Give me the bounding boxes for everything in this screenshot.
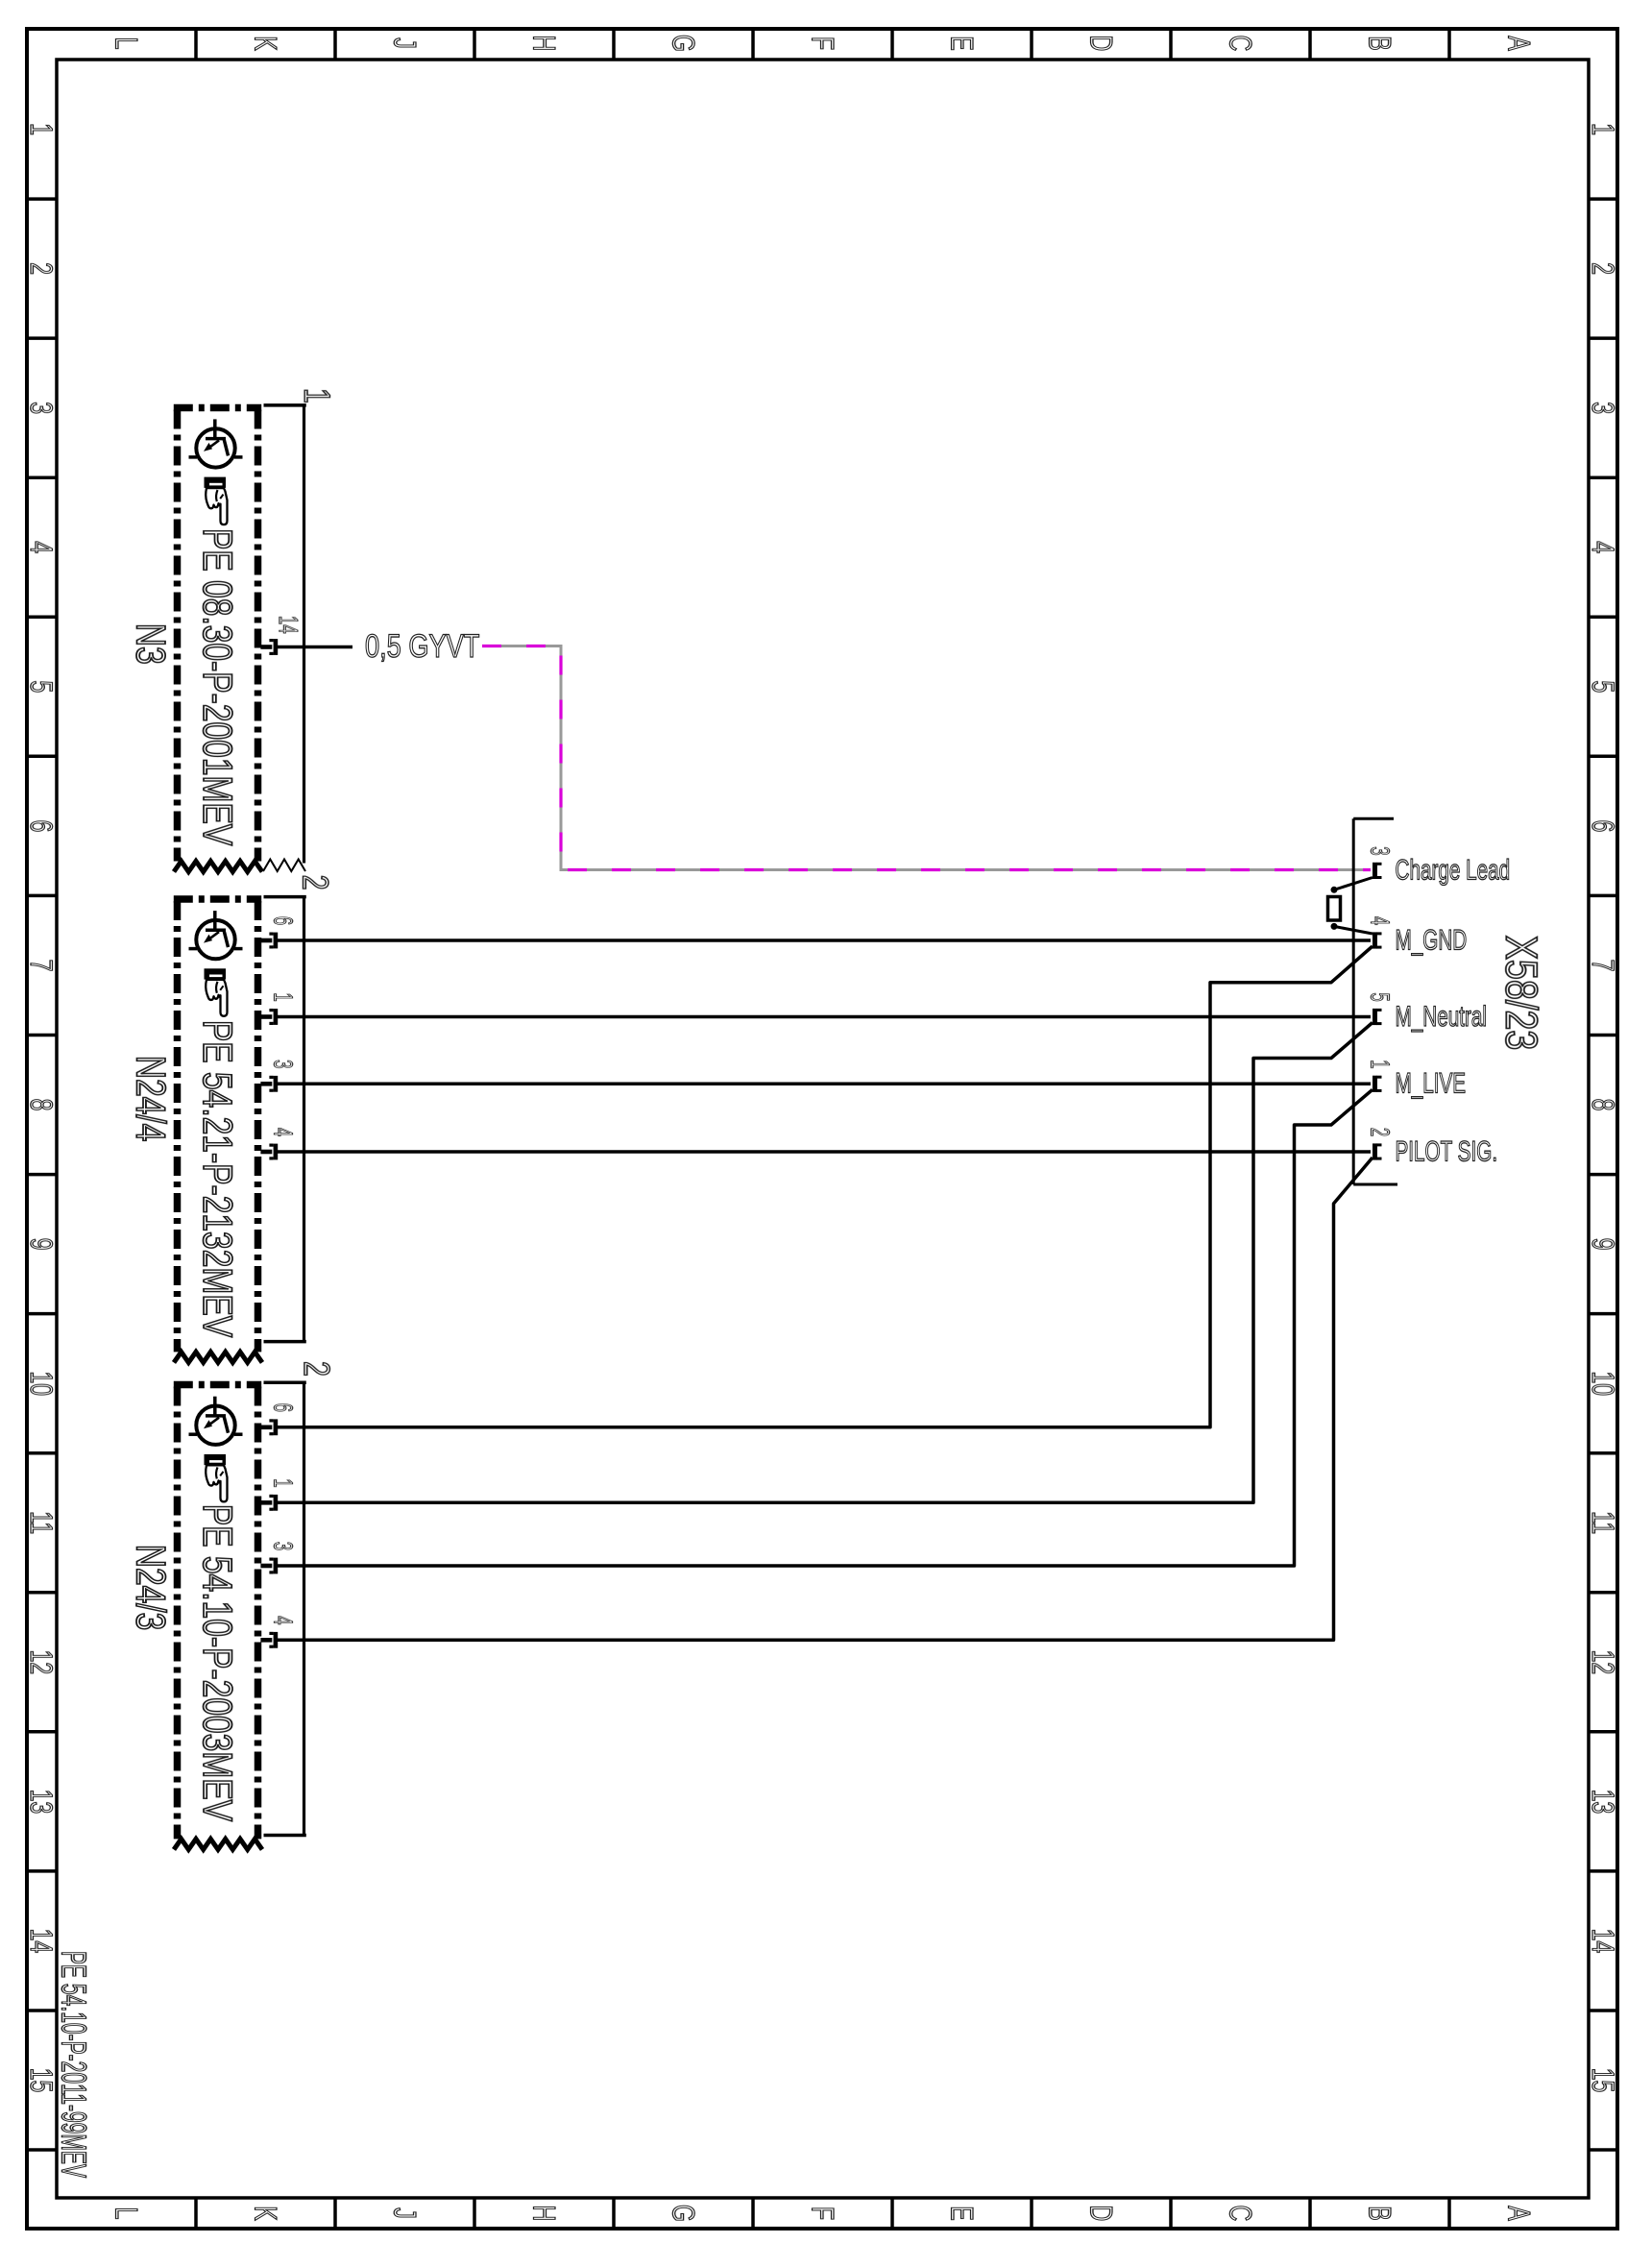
svg-text:D: D [1084, 36, 1119, 52]
svg-text:B: B [1363, 36, 1397, 50]
svg-text:1: 1 [296, 388, 336, 403]
svg-text:M_Neutral: M_Neutral [1396, 1001, 1487, 1033]
svg-text:J: J [388, 2207, 423, 2219]
svg-text:4: 4 [268, 1616, 299, 1624]
svg-text:9: 9 [1586, 1238, 1620, 1251]
svg-text:6: 6 [268, 916, 299, 925]
svg-text:11: 11 [1586, 1511, 1620, 1534]
svg-text:4: 4 [268, 1128, 299, 1136]
svg-text:B: B [1363, 2206, 1397, 2220]
svg-text:7: 7 [1586, 960, 1620, 972]
svg-text:K: K [249, 2206, 283, 2221]
svg-text:N24/3: N24/3 [128, 1545, 174, 1631]
svg-text:10: 10 [1586, 1371, 1620, 1396]
svg-text:A: A [1502, 36, 1537, 51]
svg-text:J: J [388, 37, 423, 49]
svg-text:4: 4 [24, 541, 59, 553]
svg-text:4: 4 [1586, 541, 1620, 553]
svg-text:L: L [109, 2207, 144, 2220]
svg-text:8: 8 [1586, 1099, 1620, 1111]
svg-text:5: 5 [1365, 992, 1396, 1001]
svg-text:11: 11 [24, 1511, 59, 1534]
svg-text:F: F [806, 37, 840, 50]
svg-text:E: E [945, 2206, 980, 2220]
svg-text:H: H [527, 2206, 562, 2222]
svg-text:5: 5 [24, 680, 59, 693]
svg-text:2: 2 [1586, 262, 1620, 275]
svg-text:E: E [945, 36, 980, 50]
svg-text:3: 3 [1586, 402, 1620, 414]
svg-text:2: 2 [296, 1361, 336, 1377]
svg-text:M_GND: M_GND [1396, 925, 1468, 957]
svg-text:6: 6 [1586, 819, 1620, 832]
svg-text:2: 2 [1365, 1128, 1396, 1136]
svg-text:M_LIVE: M_LIVE [1396, 1068, 1467, 1100]
svg-text:0,5 GYVT: 0,5 GYVT [365, 627, 480, 665]
svg-text:A: A [1502, 2206, 1537, 2221]
svg-text:C: C [1224, 36, 1258, 52]
svg-text:4: 4 [1365, 916, 1396, 925]
svg-text:2: 2 [24, 262, 59, 275]
svg-text:N3: N3 [128, 623, 174, 665]
svg-text:9: 9 [24, 1238, 59, 1251]
svg-text:G: G [667, 35, 701, 52]
svg-text:8: 8 [24, 1099, 59, 1111]
svg-text:15: 15 [1586, 2068, 1620, 2093]
svg-text:6: 6 [24, 819, 59, 832]
svg-text:13: 13 [24, 1790, 59, 1815]
svg-text:L: L [109, 37, 144, 50]
svg-text:1: 1 [1365, 1060, 1396, 1068]
svg-text:PE 54.21-P-2132MEV: PE 54.21-P-2132MEV [194, 1020, 240, 1338]
svg-text:14: 14 [1586, 1929, 1620, 1954]
svg-text:3: 3 [268, 1060, 299, 1068]
svg-text:2: 2 [295, 875, 335, 890]
svg-text:PE 54.10-P-2003MEV: PE 54.10-P-2003MEV [194, 1504, 240, 1822]
svg-text:K: K [249, 36, 283, 51]
svg-text:X58/23: X58/23 [1497, 936, 1546, 1051]
svg-text:3: 3 [24, 402, 59, 414]
svg-text:1: 1 [24, 123, 59, 135]
svg-text:D: D [1084, 2206, 1119, 2222]
svg-text:1: 1 [268, 1478, 299, 1487]
svg-text:PE 08.30-P-2001MEV: PE 08.30-P-2001MEV [194, 528, 240, 846]
svg-text:N24/4: N24/4 [128, 1056, 174, 1142]
svg-text:7: 7 [24, 960, 59, 972]
svg-text:6: 6 [268, 1403, 299, 1412]
svg-text:13: 13 [1586, 1790, 1620, 1815]
svg-text:5: 5 [1586, 680, 1620, 693]
svg-text:1: 1 [268, 992, 299, 1001]
svg-text:F: F [806, 2206, 840, 2220]
svg-text:12: 12 [1586, 1649, 1620, 1674]
svg-text:1: 1 [1586, 123, 1620, 135]
svg-text:14: 14 [274, 616, 304, 634]
svg-text:14: 14 [24, 1929, 59, 1954]
svg-text:3: 3 [268, 1542, 299, 1550]
svg-text:PE 54.10-P-2011-99MEV: PE 54.10-P-2011-99MEV [54, 1951, 92, 2178]
svg-text:3: 3 [1365, 846, 1396, 855]
svg-text:PILOT SIG.: PILOT SIG. [1396, 1136, 1498, 1168]
svg-text:10: 10 [24, 1371, 59, 1396]
svg-text:15: 15 [24, 2068, 59, 2093]
svg-text:H: H [527, 36, 562, 52]
svg-text:12: 12 [24, 1649, 59, 1674]
svg-text:G: G [667, 2205, 701, 2222]
svg-text:C: C [1224, 2206, 1258, 2222]
svg-text:Charge Lead: Charge Lead [1396, 855, 1511, 887]
